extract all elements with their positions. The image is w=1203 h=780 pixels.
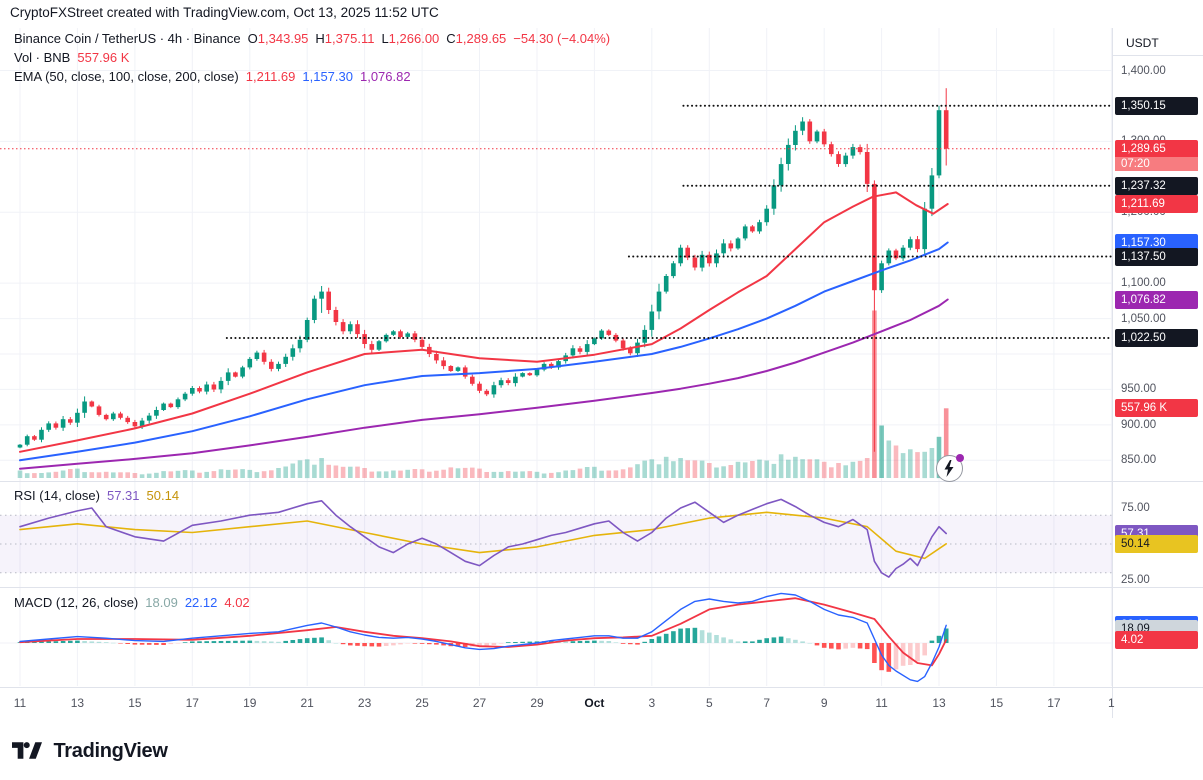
price-axis-badge: 1,157.30 xyxy=(1115,233,1198,252)
time-axis-label: 15 xyxy=(989,696,1004,710)
time-axis-label: 13 xyxy=(70,696,85,710)
price-axis-badge: 1,076.82 xyxy=(1115,290,1198,309)
time-axis-label: 17 xyxy=(185,696,199,710)
lightning-button[interactable] xyxy=(936,454,964,482)
price-axis-label: 1,100.00 xyxy=(1121,277,1166,290)
symbol-title[interactable]: Binance Coin / TetherUS · 4h · Binance xyxy=(14,31,241,46)
price-axis-badge: 1,022.50 xyxy=(1115,329,1198,347)
lightning-icon xyxy=(944,460,954,477)
macd-value: 22.12 xyxy=(184,595,218,610)
time-axis-label: 23 xyxy=(357,696,372,710)
price-axis-badge: 1,211.69 xyxy=(1115,195,1198,213)
time-axis[interactable]: 11 13 15 17 19 21 23 25 27 29 Oct 3 5 7 9 11 13 15 17 1 xyxy=(0,688,1115,718)
time-axis-label: Oct xyxy=(584,696,605,710)
page-title: CryptoFXStreet created with TradingView.… xyxy=(10,5,439,20)
volume-value: 557.96 K xyxy=(77,50,130,65)
macd-signal-value: 4.02 xyxy=(224,595,250,610)
axis-header-divider xyxy=(1113,55,1203,56)
macd-label[interactable]: MACD (12, 26, close) xyxy=(14,595,139,610)
price-axis-badge: 50.14 xyxy=(1115,534,1198,553)
close-label: C xyxy=(446,31,456,46)
tradingview-logo-icon xyxy=(12,742,42,759)
time-axis-label: 5 xyxy=(705,696,713,710)
ema50-value: 1,211.69 xyxy=(245,69,296,84)
high-label: H xyxy=(315,31,325,46)
symbol-legend[interactable]: Binance Coin / TetherUS · 4h · Binance O1… xyxy=(14,31,610,46)
time-axis-label: 11 xyxy=(13,696,27,710)
time-axis-label: 1 xyxy=(1108,696,1115,710)
tradingview-logo[interactable]: TradingView xyxy=(12,738,168,768)
time-axis-label: 9 xyxy=(820,696,828,710)
price-axis-badge: 1,350.15 xyxy=(1115,96,1198,115)
close-value: 1,289.65 xyxy=(455,31,507,46)
price-axis-label: 850.00 xyxy=(1121,454,1157,467)
price-axis-label: 950.00 xyxy=(1121,383,1157,396)
time-axis-label: 27 xyxy=(472,696,487,710)
time-axis-label: 15 xyxy=(128,696,142,710)
rsi-label[interactable]: RSI (14, close) xyxy=(14,488,100,503)
price-axis-label: 1,050.00 xyxy=(1121,312,1166,325)
rsi-legend[interactable]: RSI (14, close) 57.31 50.14 xyxy=(14,488,179,503)
countdown: 07:20 xyxy=(1115,156,1198,171)
low-value: 1,266.00 xyxy=(388,31,440,46)
time-axis-label: 21 xyxy=(300,696,314,710)
macd-hist-value: 18.09 xyxy=(145,595,178,610)
high-value: 1,375.11 xyxy=(324,31,375,46)
ema100-value: 1,157.30 xyxy=(302,69,353,84)
price-axis-label: 25.00 xyxy=(1121,574,1150,586)
price-axis-badge: 1,137.50 xyxy=(1115,247,1198,266)
ema-legend[interactable]: EMA (50, close, 100, close, 200, close) 1… xyxy=(14,69,411,84)
time-axis-label: 19 xyxy=(243,696,257,710)
axis-currency-label: USDT xyxy=(1126,36,1159,50)
open-value: 1,343.95 xyxy=(257,31,309,46)
rsi-value: 57.31 xyxy=(106,488,140,503)
price-axis-label: 75.00 xyxy=(1121,502,1150,514)
volume-label[interactable]: Vol · BNB xyxy=(14,50,71,65)
price-axis-label: 900.00 xyxy=(1121,418,1157,431)
lightning-badge-dot xyxy=(956,454,964,462)
ema200-value: 1,076.82 xyxy=(359,69,411,84)
price-axis-badge: 557.96 K xyxy=(1115,399,1198,417)
tradingview-logo-text: TradingView xyxy=(53,740,168,762)
time-axis-label: 17 xyxy=(1047,696,1061,710)
time-axis-label: 11 xyxy=(875,696,888,710)
open-label: O xyxy=(247,31,258,46)
ema-label[interactable]: EMA (50, close, 100, close, 200, close) xyxy=(14,69,239,84)
rsi-ma-value: 50.14 xyxy=(146,488,180,503)
change-value: −54.30 (−4.04%) xyxy=(513,31,611,46)
low-label: L xyxy=(381,31,389,46)
time-axis-label: 29 xyxy=(530,696,544,710)
price-axis-badge: 4.02 xyxy=(1115,630,1198,649)
volume-legend[interactable]: Vol · BNB 557.96 K xyxy=(14,50,129,65)
macd-legend[interactable]: MACD (12, 26, close) 18.09 22.12 4.02 xyxy=(14,595,250,610)
price-axis-badge: 1,237.32 xyxy=(1115,176,1198,195)
price-axis-label: 1,400.00 xyxy=(1121,64,1166,77)
time-axis-label: 7 xyxy=(763,696,771,710)
time-axis-label: 13 xyxy=(932,696,946,710)
time-axis-label: 3 xyxy=(648,696,656,710)
time-axis-label: 25 xyxy=(415,696,429,710)
price-axis-badge: 1,289.65 07:20 xyxy=(1115,139,1198,171)
